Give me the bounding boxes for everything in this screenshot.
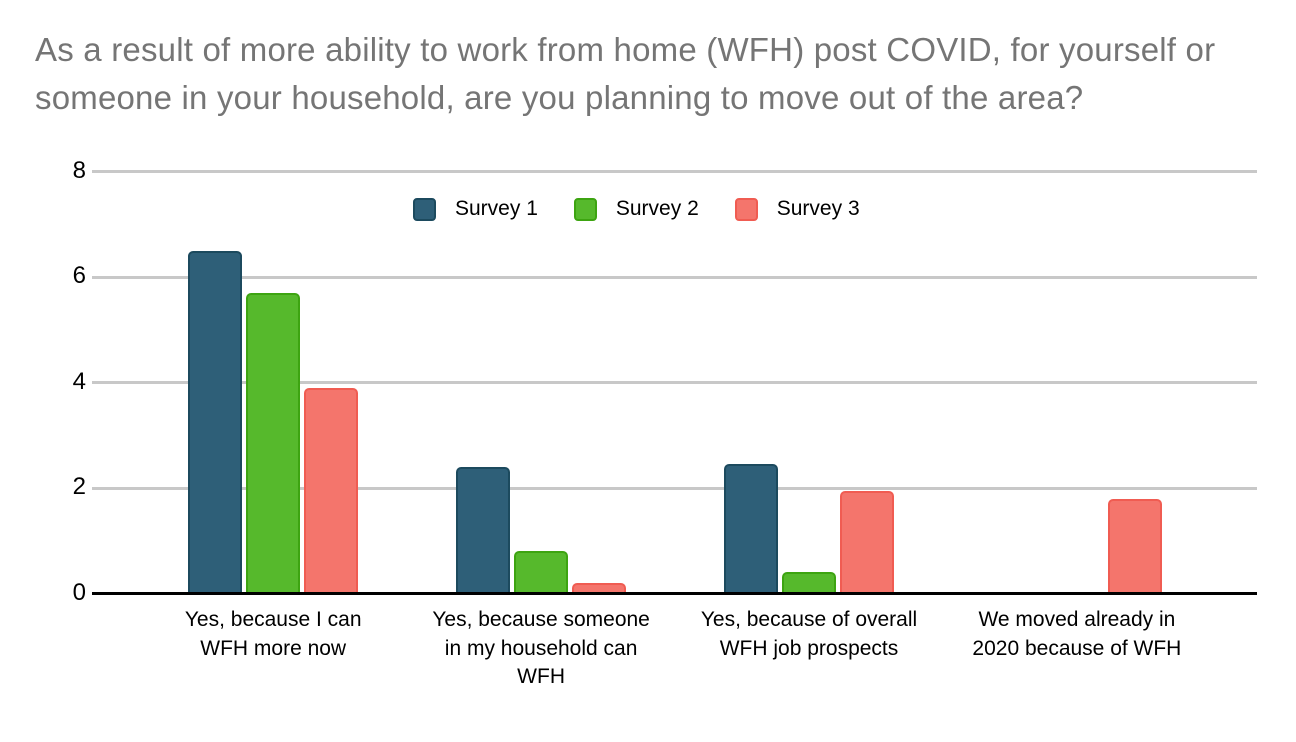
legend-label: Survey 2 bbox=[615, 197, 699, 220]
y-tick-label-8: 8 bbox=[72, 156, 86, 184]
bar-survey-1-group-1 bbox=[188, 250, 242, 594]
legend-item-survey-3: Survey 3 bbox=[734, 197, 860, 221]
y-tick-label-0: 0 bbox=[72, 578, 86, 606]
bar-survey-2-group-2 bbox=[514, 551, 569, 594]
x-axis-line bbox=[92, 592, 1257, 595]
bar-survey-1-group-3 bbox=[723, 464, 778, 594]
bar-survey-1-group-2 bbox=[455, 467, 510, 594]
gridline-6 bbox=[92, 275, 1257, 279]
bar-survey-2-group-1 bbox=[246, 293, 301, 594]
x-category-label-1: Yes, because I can WFH more now bbox=[184, 608, 362, 660]
y-tick-label-4: 4 bbox=[72, 367, 86, 395]
legend-label: Survey 1 bbox=[455, 197, 538, 220]
x-category-label-2: Yes, because someone in my household can… bbox=[432, 608, 650, 688]
bar-survey-3-group-4 bbox=[1108, 498, 1163, 594]
bar-survey-3-group-1 bbox=[304, 387, 359, 594]
y-tick-label-2: 2 bbox=[72, 473, 86, 501]
chart-title: As a result of more ability to work from… bbox=[35, 31, 1216, 116]
legend-label: Survey 3 bbox=[776, 197, 860, 220]
gridline-4 bbox=[92, 381, 1257, 385]
x-category-label-3: Yes, because of overall WFH job prospect… bbox=[700, 608, 918, 660]
x-category-label-4: We moved already in 2020 because of WFH bbox=[972, 608, 1182, 660]
gridline-2 bbox=[92, 486, 1257, 490]
legend: Survey 1 Survey 2 Survey 3 bbox=[413, 197, 860, 221]
legend-item-survey-2: Survey 2 bbox=[573, 197, 699, 221]
legend-swatch-icon bbox=[734, 197, 758, 221]
gridline-8 bbox=[92, 170, 1257, 174]
y-tick-label-6: 6 bbox=[72, 262, 86, 290]
legend-swatch-icon bbox=[573, 197, 597, 221]
legend-swatch-icon bbox=[413, 197, 436, 221]
legend-item-survey-1: Survey 1 bbox=[413, 197, 538, 221]
bar-survey-2-group-3 bbox=[782, 572, 836, 594]
bar-survey-3-group-3 bbox=[840, 490, 895, 594]
bar-survey-3-group-2 bbox=[572, 582, 627, 594]
